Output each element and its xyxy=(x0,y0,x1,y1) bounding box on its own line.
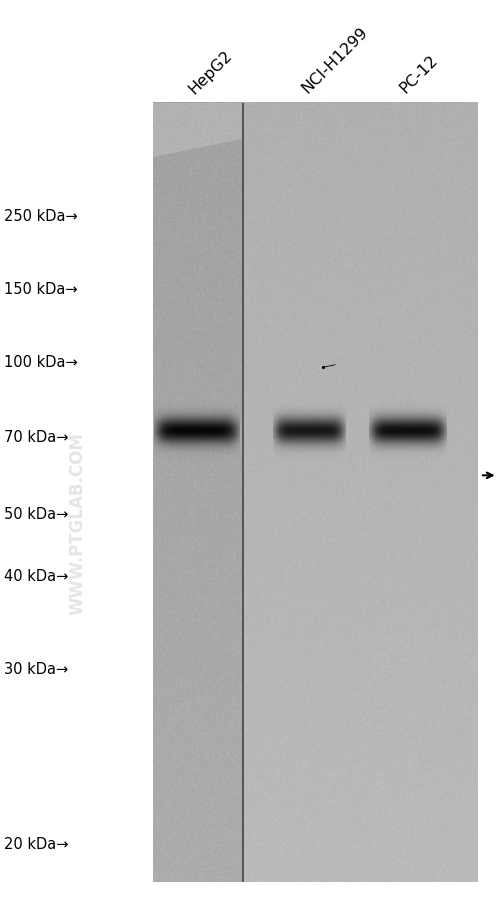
Text: 250 kDa→: 250 kDa→ xyxy=(4,208,77,224)
Text: 100 kDa→: 100 kDa→ xyxy=(4,354,77,370)
Text: 70 kDa→: 70 kDa→ xyxy=(4,429,68,445)
Polygon shape xyxy=(152,104,242,158)
Text: 20 kDa→: 20 kDa→ xyxy=(4,836,68,851)
Text: NCI-H1299: NCI-H1299 xyxy=(298,25,370,97)
Text: 30 kDa→: 30 kDa→ xyxy=(4,661,68,676)
Text: 50 kDa→: 50 kDa→ xyxy=(4,506,68,521)
Text: WWW.PTGLAB.COM: WWW.PTGLAB.COM xyxy=(68,432,86,614)
Text: 150 kDa→: 150 kDa→ xyxy=(4,281,77,297)
Text: 40 kDa→: 40 kDa→ xyxy=(4,569,68,584)
Text: HepG2: HepG2 xyxy=(186,47,234,97)
Text: PC-12: PC-12 xyxy=(397,53,440,97)
